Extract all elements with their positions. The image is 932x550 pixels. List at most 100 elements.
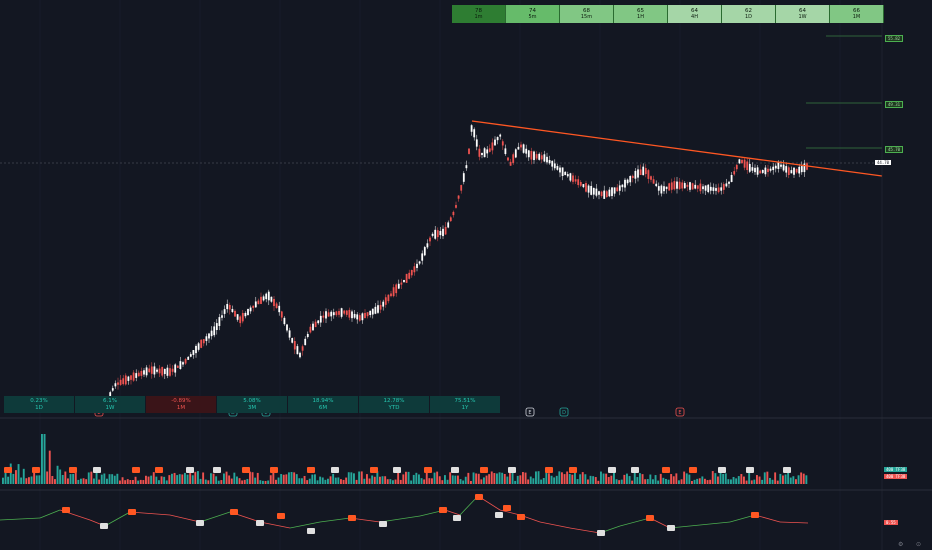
perf-value: 18.94% [312, 397, 334, 404]
volume-bar [191, 475, 194, 484]
tf-cell-1m[interactable]: 78 1m [452, 5, 506, 23]
volume-signal-badge [4, 467, 12, 473]
candle-body [572, 175, 574, 182]
volume-bar [477, 473, 480, 484]
candle-body [520, 144, 522, 148]
volume-bar [124, 480, 127, 484]
perf-cell-1d[interactable]: 0.23% 1D [4, 396, 74, 413]
candle-body [345, 310, 348, 315]
volume-bar [246, 478, 249, 484]
volume-bar [72, 473, 75, 484]
event-marker-badge[interactable] [559, 407, 569, 417]
perf-cell-ytd[interactable]: 12.78% YTD [359, 396, 429, 413]
volume-signal-badge [451, 467, 459, 473]
candle-body [595, 188, 598, 196]
perf-cell-6m[interactable]: 18.94% 6M [288, 396, 358, 413]
candle-body [759, 170, 762, 174]
candle-body [475, 139, 478, 147]
event-marker-badge[interactable] [675, 407, 685, 417]
volume-bar [158, 480, 160, 484]
chart-grid [39, 0, 841, 550]
volume-bar [54, 479, 56, 484]
candle-body [694, 184, 697, 189]
candle-body [611, 187, 613, 197]
candle-body [382, 301, 385, 307]
volume-bar [511, 472, 514, 484]
candle-body [782, 164, 785, 171]
volume-bar [467, 472, 470, 484]
candle-body [335, 311, 338, 316]
tf-cell-4h[interactable]: 64 4H [668, 5, 722, 23]
indicator-signal-badge [475, 494, 483, 500]
candle-body [247, 309, 249, 315]
volume-bar [12, 474, 15, 484]
candlestick-series [104, 124, 808, 410]
volume-bar [428, 478, 431, 484]
tf-cell-1d[interactable]: 62 1D [722, 5, 776, 23]
volume-bar [353, 473, 355, 484]
candle-body [579, 182, 582, 186]
volume-bar [251, 472, 254, 484]
volume-signal-badge [242, 467, 250, 473]
tf-cell-1h[interactable]: 65 1H [614, 5, 668, 23]
volume-bar [176, 475, 179, 484]
perf-cell-1y[interactable]: 75.51% 1Y [430, 396, 500, 413]
volume-bar [376, 471, 379, 484]
perf-cell-1w[interactable]: 6.1% 1W [75, 396, 145, 413]
volume-bar [163, 476, 166, 484]
volume-bar [550, 475, 553, 484]
indicator-segment [379, 515, 421, 523]
volume-bar [155, 476, 158, 484]
indicator-signal-badge [667, 525, 675, 531]
tf-cell-1w[interactable]: 64 1W [776, 5, 830, 23]
volume-bar [678, 480, 680, 484]
tf-label: 15m [580, 14, 593, 20]
volume-bar [779, 473, 782, 484]
volume-bar [233, 472, 236, 484]
candle-body [551, 160, 554, 167]
volume-bar [797, 475, 800, 484]
volume-down-tag: 400 TF38 [884, 474, 908, 479]
tf-score: 74 [529, 8, 536, 14]
candle-body [280, 311, 283, 318]
log-scale-toggle-icon[interactable]: ⊙ [916, 541, 921, 548]
candle-body [473, 129, 476, 138]
candle-body [226, 303, 229, 310]
candle-body [187, 356, 190, 360]
volume-bar [782, 475, 784, 484]
perf-cell-3m[interactable]: 5.08% 3M [217, 396, 287, 413]
volume-bar [228, 475, 231, 484]
volume-histogram [2, 434, 808, 484]
tf-cell-5m[interactable]: 74 5m [506, 5, 560, 23]
volume-bar [641, 474, 644, 484]
indicator-segment [104, 511, 131, 527]
perf-label: 1M [176, 404, 186, 411]
perf-cell-1m[interactable]: -0.89% 1M [146, 396, 216, 413]
trendline[interactable] [471, 120, 883, 177]
candle-body [738, 159, 741, 164]
volume-bar [784, 474, 787, 484]
volume-bar [199, 478, 202, 484]
volume-bar [488, 474, 491, 484]
candle-body [618, 185, 621, 191]
volume-bar [51, 476, 54, 484]
event-marker-badge[interactable] [525, 407, 535, 417]
tf-cell-15m[interactable]: 68 15m [560, 5, 614, 23]
volume-bar [748, 471, 751, 484]
volume-bar [493, 473, 496, 484]
volume-bar [241, 480, 244, 484]
volume-bar [342, 479, 345, 484]
volume-bar [581, 472, 584, 484]
volume-bar [220, 480, 223, 484]
volume-bar [719, 472, 722, 484]
settings-gear-icon[interactable]: ⚙ [898, 541, 903, 548]
tf-cell-1mo[interactable]: 66 1M [830, 5, 884, 23]
candle-body [273, 298, 275, 307]
candle-body [332, 312, 335, 316]
candle-body [751, 167, 754, 171]
volume-bar [28, 477, 30, 484]
candle-body [161, 366, 164, 376]
candle-body [353, 313, 356, 318]
indicator-signal-badge [751, 512, 759, 518]
